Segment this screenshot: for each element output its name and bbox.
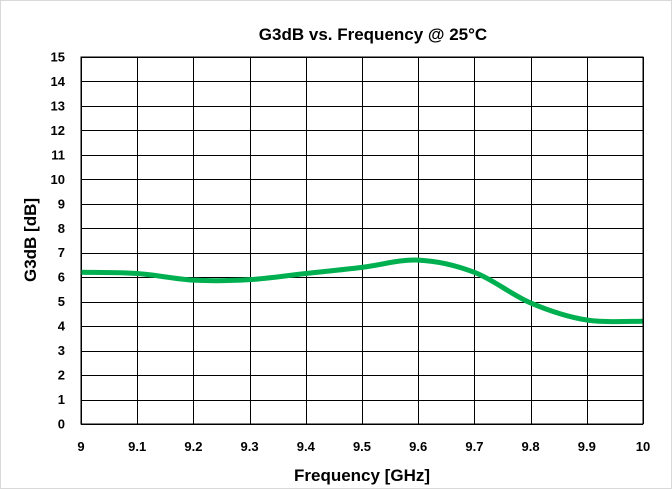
y-tick-label: 0 [58,417,65,432]
x-tick-label: 9.4 [297,439,316,454]
y-tick-label: 2 [58,368,65,383]
y-tick-label: 12 [51,123,65,138]
y-tick-label: 4 [58,319,66,334]
x-tick-label: 9 [77,439,84,454]
y-tick-label: 6 [58,270,65,285]
x-tick-label: 9.7 [465,439,483,454]
y-tick-label: 7 [58,245,65,260]
y-tick-label: 5 [58,294,65,309]
x-tick-label: 9.5 [353,439,371,454]
x-tick-label: 9.8 [522,439,540,454]
y-tick-label: 15 [51,50,65,65]
y-tick-label: 3 [58,343,65,358]
x-tick-labels: 9 9.1 9.2 9.3 9.4 9.5 9.6 9.7 9.8 9.9 10 [77,439,650,454]
series-group [80,257,644,325]
x-tick-label: 10 [636,439,650,454]
y-tick-label: 13 [51,98,65,113]
x-tick-label: 9.3 [241,439,259,454]
series-line [80,257,644,325]
y-tick-label: 9 [58,196,65,211]
plot-area [80,56,644,425]
x-axis-title: Frequency [GHz] [294,466,430,485]
grid [81,57,644,425]
y-axis-title: G3dB [dB] [21,198,40,282]
x-tick-label: 9.9 [578,439,596,454]
chart-title: G3dB vs. Frequency @ 25°C [259,25,487,44]
x-tick-label: 9.6 [409,439,427,454]
y-tick-label: 14 [51,74,66,89]
x-tick-label: 9.1 [128,439,146,454]
y-tick-label: 8 [58,221,65,236]
y-tick-label: 11 [51,147,65,162]
y-tick-label: 10 [51,172,65,187]
x-tick-label: 9.2 [184,439,202,454]
y-tick-label: 1 [58,392,65,407]
